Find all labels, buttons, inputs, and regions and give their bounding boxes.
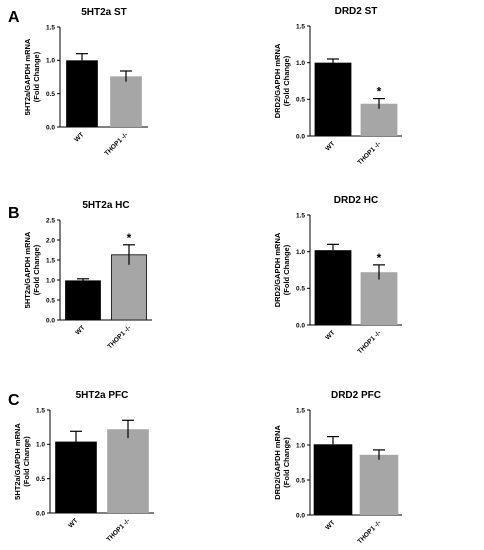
y-tick-label: 1.0 (46, 58, 55, 65)
y-tick-label: 0.0 (46, 124, 55, 131)
y-axis-label-line-2: (Fold Change) (282, 244, 291, 295)
y-tick-label: 1.5 (46, 257, 55, 264)
bar-thop1- (360, 103, 398, 136)
x-tick-label: WT (324, 140, 336, 152)
y-tick-label: 1.0 (46, 277, 55, 284)
panel-letter-b: B (8, 205, 20, 222)
x-tick-label: WT (67, 517, 79, 529)
y-tick-label: 0.5 (46, 297, 55, 304)
y-axis-label: 5HT2a/GAPDH mRNA(Fold Change) (13, 423, 31, 500)
x-tick-label: WT (74, 324, 86, 336)
chart-title: 5HT2a PFC (76, 390, 129, 401)
chart-title: DRD2 ST (335, 6, 378, 17)
y-tick-label: 1.0 (296, 60, 305, 67)
x-tick-label: THOP1 -/- (104, 131, 130, 157)
y-tick-label: 0.0 (296, 512, 305, 519)
y-axis-label-line-1: DRD2/GAPDH mRNA (273, 232, 282, 307)
y-tick-label: 0.5 (46, 91, 55, 98)
bar-wt (313, 444, 353, 515)
y-tick-label: 1.5 (46, 24, 55, 31)
x-tick-label: WT (73, 131, 85, 143)
y-tick-label: 2.5 (46, 217, 55, 224)
y-tick-label: 0.5 (296, 477, 305, 484)
bar-thop1- (111, 254, 147, 321)
bar-thop1- (360, 272, 398, 325)
y-tick-label: 1.0 (36, 442, 45, 449)
y-tick-label: 1.5 (296, 212, 305, 219)
bar-wt (65, 280, 101, 321)
chart-title: 5HT2a ST (81, 7, 127, 18)
x-tick-label: THOP1 -/- (106, 517, 132, 543)
y-tick-label: 1.5 (296, 23, 305, 30)
y-tick-label: 1.5 (36, 407, 45, 414)
y-tick-label: 0.5 (296, 97, 305, 104)
bar-wt (66, 60, 98, 128)
bar-thop1- (107, 429, 149, 513)
significance-marker: * (377, 251, 382, 265)
significance-marker: * (127, 231, 132, 245)
chart-3: 5HT2a HC 5HT2a/GAPDH mRNA(Fold Change) 0.0… (23, 200, 152, 350)
y-axis-label-line-1: DRD2/GAPDH mRNA (273, 425, 282, 500)
y-axis-label-line-1: 5HT2a/GAPDH mRNA (13, 423, 22, 500)
y-axis-label: DRD2/GAPDH mRNA(Fold Change) (273, 425, 291, 500)
y-tick-label: 1.5 (296, 407, 305, 414)
y-tick-label: 0.0 (296, 133, 305, 140)
y-axis-label-line-1: 5HT2a/GAPDH mRNA (23, 38, 32, 115)
y-axis-label-line-2: (Fold Change) (32, 51, 41, 102)
chart-2: DRD2 ST DRD2/GAPDH mRNA(Fold Change) 0.0 0.… (273, 6, 402, 166)
chart-title: 5HT2a HC (82, 200, 129, 211)
bar-wt (55, 441, 97, 513)
y-tick-label: 1.0 (296, 442, 305, 449)
y-tick-label: 0.0 (296, 322, 305, 329)
y-tick-label: 0.0 (36, 510, 45, 517)
y-tick-label: 2.0 (46, 237, 55, 244)
x-tick-label: THOP1 -/- (107, 324, 133, 350)
y-tick-label: 0.0 (46, 317, 55, 324)
y-axis-label: 5HT2a/GAPDH mRNA(Fold Change) (23, 231, 41, 308)
y-axis-label-line-2: (Fold Change) (22, 436, 31, 487)
y-axis-label: DRD2/GAPDH mRNA(Fold Change) (273, 232, 291, 307)
y-axis-label-line-2: (Fold Change) (282, 55, 291, 106)
chart-title: DRD2 HC (334, 195, 378, 206)
y-axis-label-line-2: (Fold Change) (32, 244, 41, 295)
y-axis-label: DRD2/GAPDH mRNA(Fold Change) (273, 43, 291, 118)
x-tick-label: WT (324, 329, 336, 341)
x-tick-label: THOP1 -/- (357, 329, 383, 355)
chart-6: DRD2 PFC DRD2/GAPDH mRNA(Fold Change) 0.0 0… (273, 390, 402, 545)
y-tick-label: 0.5 (36, 476, 45, 483)
x-tick-label: THOP1 -/- (357, 519, 383, 545)
bar-wt (314, 250, 352, 325)
bar-wt (314, 62, 352, 136)
significance-marker: * (377, 85, 382, 99)
chart-4: DRD2 HC DRD2/GAPDH mRNA(Fold Change) 0.0 0.… (273, 195, 402, 355)
bar-thop1- (359, 454, 399, 515)
y-axis-label-line-1: DRD2/GAPDH mRNA (273, 43, 282, 118)
x-tick-label: THOP1 -/- (357, 140, 383, 166)
bar-thop1- (110, 76, 142, 127)
panel-letter-c: C (8, 392, 20, 409)
y-axis-label-line-2: (Fold Change) (282, 437, 291, 488)
y-tick-label: 0.5 (296, 286, 305, 293)
y-axis-label-line-1: 5HT2a/GAPDH mRNA (23, 231, 32, 308)
panel-letter-a: A (8, 9, 20, 26)
chart-5: 5HT2a PFC 5HT2a/GAPDH mRNA(Fold Change) 0.… (13, 390, 154, 543)
y-tick-label: 1.0 (296, 249, 305, 256)
chart-1: 5HT2a ST 5HT2a/GAPDH mRNA(Fold Change) 0.0… (23, 7, 148, 157)
y-axis-label: 5HT2a/GAPDH mRNA(Fold Change) (23, 38, 41, 115)
x-tick-label: WT (324, 519, 336, 531)
chart-title: DRD2 PFC (331, 390, 381, 401)
